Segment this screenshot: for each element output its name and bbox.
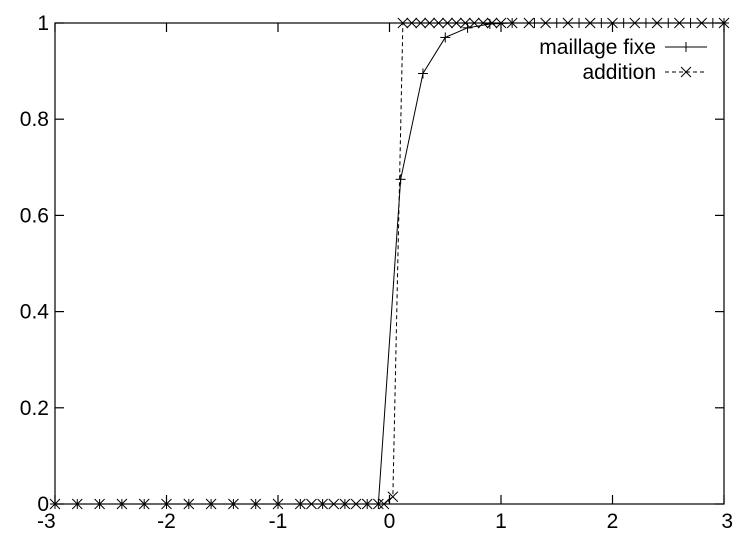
data-point bbox=[228, 498, 239, 510]
y-axis: 0 0.2 0.4 0.6 0.8 1 bbox=[20, 12, 724, 516]
data-point bbox=[468, 17, 480, 29]
data-point bbox=[116, 498, 128, 510]
series-1 bbox=[49, 17, 730, 510]
x-tick-label: -2 bbox=[157, 510, 176, 533]
data-point bbox=[71, 498, 83, 510]
series-line bbox=[55, 22, 724, 505]
y-tick-label: 0.8 bbox=[20, 108, 49, 131]
legend-label: addition bbox=[582, 61, 656, 84]
data-point bbox=[387, 491, 399, 503]
y-tick-label: 0 bbox=[37, 493, 49, 516]
x-tick-label: 3 bbox=[721, 510, 733, 533]
legend-label: maillage fixe bbox=[539, 36, 656, 59]
data-point bbox=[562, 17, 574, 29]
data-point bbox=[540, 17, 551, 29]
data-point bbox=[440, 32, 451, 43]
data-point bbox=[361, 498, 373, 510]
legend-marker bbox=[680, 66, 692, 78]
data-point bbox=[317, 498, 328, 510]
data-point bbox=[459, 17, 471, 29]
data-point bbox=[205, 498, 217, 510]
plot-frame bbox=[54, 22, 725, 505]
x-tick-label: 0 bbox=[384, 510, 396, 533]
y-tick-label: 0.2 bbox=[20, 397, 49, 420]
y-tick-label: 1 bbox=[37, 12, 49, 35]
data-point bbox=[674, 17, 685, 29]
data-point bbox=[523, 17, 535, 29]
x-tick-label: 1 bbox=[495, 510, 507, 533]
data-point bbox=[161, 498, 172, 510]
data-point bbox=[397, 17, 409, 29]
data-point bbox=[718, 17, 730, 29]
data-point bbox=[378, 498, 390, 510]
data-point bbox=[94, 498, 105, 510]
data-point bbox=[395, 174, 406, 185]
plot-border bbox=[54, 22, 725, 505]
data-point bbox=[433, 17, 444, 29]
data-point bbox=[651, 17, 663, 29]
x-tick-label: -3 bbox=[37, 510, 56, 533]
data-point bbox=[306, 498, 317, 510]
data-point bbox=[272, 498, 284, 510]
y-tick-label: 0.4 bbox=[20, 301, 50, 324]
data-point bbox=[339, 498, 351, 510]
data-point bbox=[696, 17, 708, 29]
data-point bbox=[183, 498, 195, 510]
data-point bbox=[477, 17, 489, 29]
data-point bbox=[350, 498, 362, 510]
data-point bbox=[486, 17, 498, 29]
data-point bbox=[607, 17, 618, 29]
data-point bbox=[506, 17, 518, 29]
data-point bbox=[424, 17, 435, 29]
x-tick-label: 2 bbox=[607, 510, 619, 533]
data-point bbox=[584, 17, 596, 29]
data-point bbox=[442, 17, 453, 29]
data-point bbox=[462, 22, 473, 33]
legend-marker bbox=[681, 42, 691, 52]
data-point bbox=[451, 17, 462, 29]
data-point bbox=[406, 17, 418, 29]
data-point bbox=[417, 68, 428, 79]
data-point bbox=[294, 498, 306, 510]
series-layer bbox=[49, 17, 730, 510]
series-line bbox=[55, 22, 724, 505]
x-tick-label: -1 bbox=[269, 510, 288, 533]
data-point bbox=[495, 17, 507, 29]
data-point bbox=[629, 17, 641, 29]
x-axis: -3 -2 -1 0 1 2 3 bbox=[37, 23, 733, 533]
series-0 bbox=[50, 18, 729, 509]
data-point bbox=[250, 498, 262, 510]
data-point bbox=[328, 498, 340, 510]
data-point bbox=[49, 498, 61, 510]
data-point bbox=[372, 498, 384, 510]
data-point bbox=[138, 498, 150, 510]
data-point bbox=[415, 17, 427, 29]
y-tick-label: 0.6 bbox=[20, 204, 49, 227]
